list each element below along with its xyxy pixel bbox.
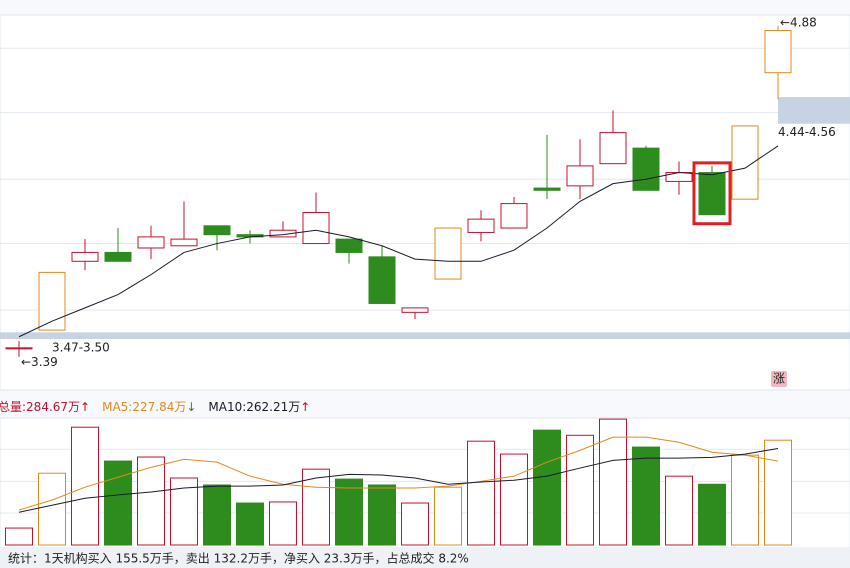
- candle-body: [764, 30, 792, 74]
- band-label: 4.44-4.56: [778, 125, 836, 139]
- candle-body: [599, 132, 627, 165]
- ma5-line: [18, 436, 779, 511]
- volume-bar: [137, 456, 165, 546]
- volume-bar: [203, 484, 231, 546]
- candle-body: [104, 251, 132, 262]
- footer-bar: [0, 548, 850, 568]
- candle-body: [5, 347, 33, 350]
- volume-bar: [5, 527, 33, 546]
- candle-body: [533, 187, 561, 191]
- volume-bar: [566, 434, 594, 546]
- volume-legend: 总量:284.67万↑ MA5:227.84万↓ MA10:262.21万↑: [0, 400, 310, 414]
- price-annotation: ←3.39: [21, 355, 58, 369]
- candle-body: [203, 225, 231, 236]
- candle-body: [302, 211, 330, 245]
- volume-bar: [698, 483, 726, 546]
- volume-bar: [500, 453, 528, 546]
- price-band: [778, 97, 850, 124]
- volume-bar: [368, 484, 396, 546]
- ma-line: [18, 145, 779, 338]
- legend-arrow: ↓: [186, 400, 196, 414]
- legend-text: 总量:284.67万: [0, 400, 80, 414]
- band-label: 3.47-3.50: [52, 340, 110, 354]
- button-label[interactable]: 涨: [773, 371, 785, 386]
- legend-arrow: ↑: [80, 400, 90, 414]
- price-annotation: ←4.88: [780, 16, 817, 30]
- volume-bar: [269, 501, 297, 546]
- volume-bar: [467, 440, 495, 546]
- volume-bar: [632, 446, 660, 546]
- candle-body: [71, 251, 99, 262]
- candle-body: [500, 203, 528, 229]
- volume-bar: [434, 486, 462, 546]
- volume-bar: [599, 418, 627, 546]
- volume-bar: [302, 468, 330, 546]
- candle-body: [698, 172, 726, 216]
- volume-bar: [104, 460, 132, 546]
- volume-bar: [401, 502, 429, 546]
- candle-body: [335, 238, 363, 253]
- volume-bar: [665, 475, 693, 546]
- candle-body: [269, 229, 297, 238]
- candle-body: [368, 256, 396, 304]
- highlight-box: [692, 161, 732, 226]
- candle-body: [38, 271, 66, 331]
- ma10-line: [18, 447, 779, 513]
- candle-body: [434, 227, 462, 280]
- price-band: [0, 332, 850, 339]
- volume-bar: [38, 472, 66, 546]
- footer-text: 统计：1天机构买入 155.5万手，卖出 132.2万手，净买入 23.3万手，…: [8, 551, 469, 566]
- legend-text: MA10:262.21万: [208, 400, 300, 414]
- volume-bar: [533, 429, 561, 546]
- volume-bar: [236, 502, 264, 546]
- button-bg[interactable]: [771, 371, 787, 387]
- volume-bar: [764, 439, 792, 546]
- legend-text: MA5:227.84万: [102, 400, 186, 414]
- candle-body: [632, 147, 660, 191]
- rise-button[interactable]: 涨: [771, 371, 787, 388]
- candle-body: [566, 165, 594, 187]
- volume-bar: [731, 454, 759, 546]
- volume-bar: [71, 426, 99, 546]
- candle-body: [170, 238, 198, 247]
- candle-body: [137, 236, 165, 249]
- legend-arrow: ↑: [300, 400, 310, 414]
- candle-body: [467, 218, 495, 233]
- candle-body: [401, 307, 429, 313]
- volume-bar: [335, 478, 363, 546]
